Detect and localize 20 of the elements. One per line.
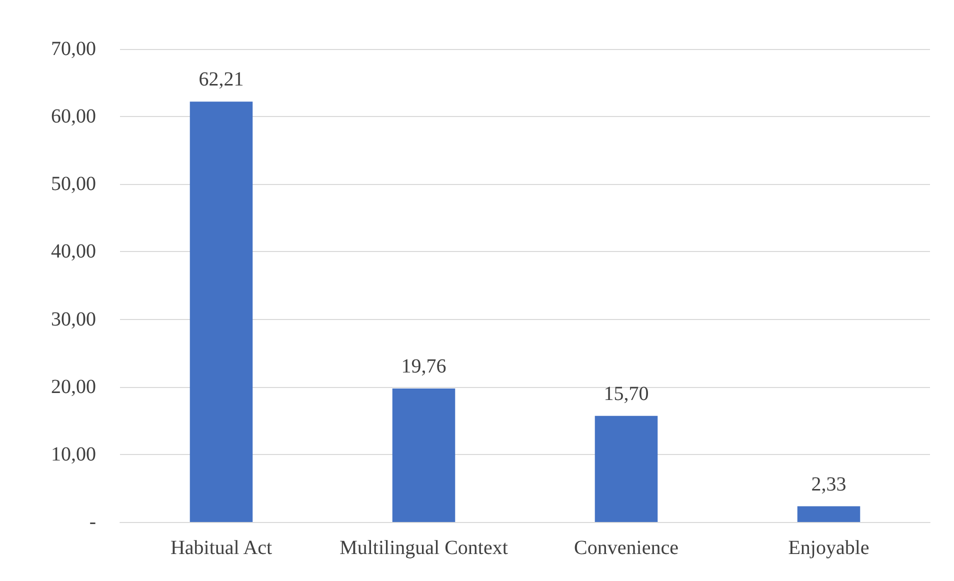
bar <box>190 102 253 522</box>
x-tick-label: Habitual Act <box>170 537 273 559</box>
y-tick-label: 20,00 <box>51 376 96 398</box>
data-label: 62,21 <box>198 68 244 91</box>
y-tick-label: 40,00 <box>51 240 96 263</box>
y-tick-label: 30,00 <box>51 308 96 330</box>
data-label: 15,70 <box>604 382 649 405</box>
x-tick-label: Multilingual Context <box>340 537 508 559</box>
y-tick-label: 10,00 <box>51 443 96 466</box>
x-tick-label: Enjoyable <box>788 537 870 559</box>
y-tick-label: 50,00 <box>51 173 96 196</box>
data-label: 19,76 <box>401 355 446 378</box>
y-tick-label: 70,00 <box>51 38 96 60</box>
bar <box>797 506 860 522</box>
bar <box>392 388 456 522</box>
y-tick-label: - <box>89 511 96 533</box>
data-label: 2,33 <box>811 473 846 496</box>
y-tick-label: 60,00 <box>51 106 96 128</box>
bar <box>594 416 658 522</box>
x-tick-label: Convenience <box>574 537 679 559</box>
